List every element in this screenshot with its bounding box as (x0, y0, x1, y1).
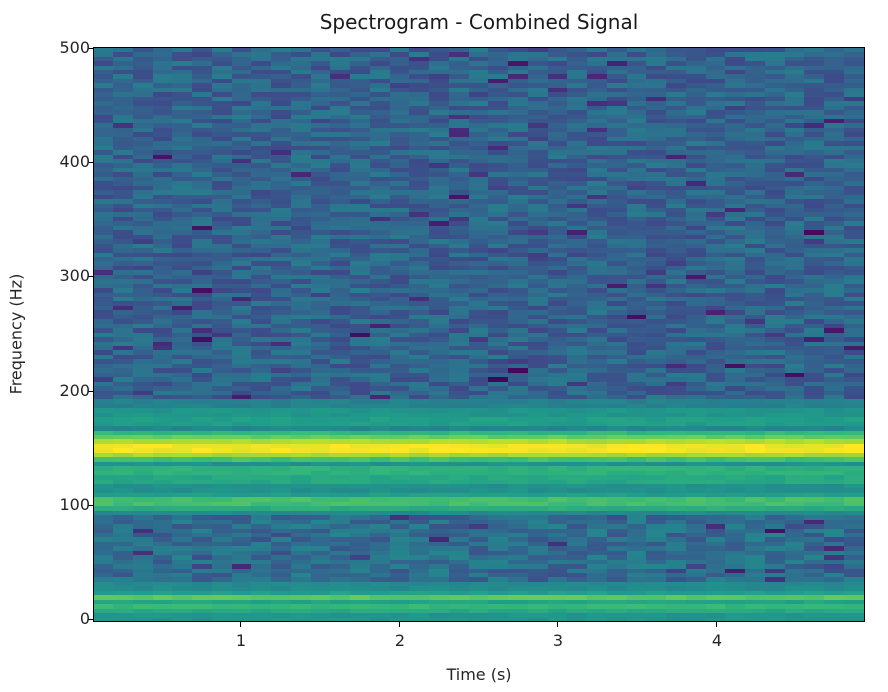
x-tick-label-4: 4 (711, 631, 723, 650)
y-tick-label-0: 0 (79, 609, 90, 628)
y-axis-title: Frequency (Hz) (6, 273, 26, 395)
y-tick-label-100: 100 (59, 495, 90, 514)
y-tick-400 (88, 162, 94, 164)
y-tick-200 (88, 391, 94, 393)
x-tick-label-2: 2 (394, 631, 406, 650)
y-tick-label-500: 500 (59, 38, 90, 57)
y-tick-100 (88, 505, 94, 507)
chart-title: Spectrogram - Combined Signal (319, 10, 639, 34)
y-tick-label-400: 400 (59, 152, 90, 171)
spectrogram-plot-area (94, 48, 864, 621)
y-tick-300 (88, 276, 94, 278)
x-tick-1 (240, 621, 242, 627)
x-tick-label-1: 1 (235, 631, 247, 650)
y-tick-500 (88, 48, 94, 50)
y-tick-0 (88, 619, 94, 621)
x-tick-2 (399, 621, 401, 627)
x-axis-title: Time (s) (446, 665, 512, 684)
spectrogram-heatmap (94, 48, 864, 621)
x-tick-3 (557, 621, 559, 627)
y-tick-label-300: 300 (59, 266, 90, 285)
x-tick-label-3: 3 (552, 631, 564, 650)
y-tick-label-200: 200 (59, 381, 90, 400)
x-tick-4 (716, 621, 718, 627)
